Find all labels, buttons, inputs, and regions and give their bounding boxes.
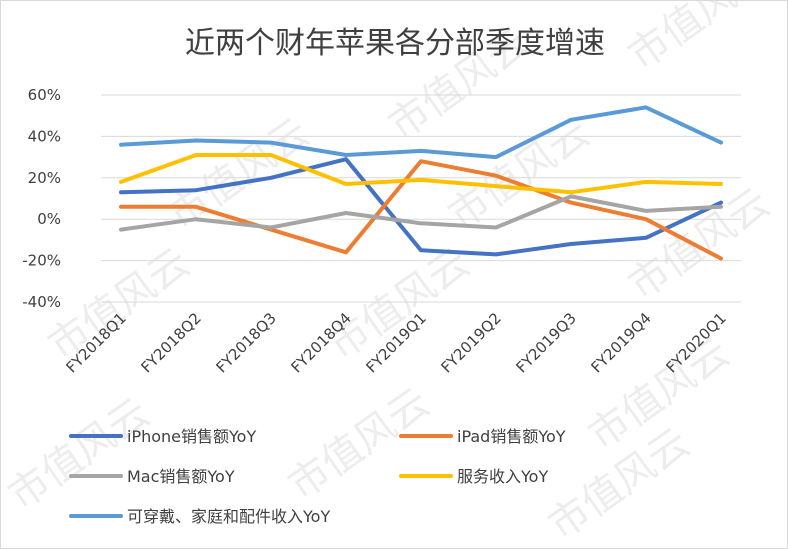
series-line — [119, 157, 723, 257]
legend-label: iPhone销售额YoY — [127, 427, 256, 446]
x-tick-label: FY2019Q4 — [587, 309, 654, 376]
x-tick-label: FY2018Q3 — [212, 309, 279, 376]
watermark-text: 市值风云 — [280, 380, 437, 509]
legend: iPhone销售额YoY iPad销售额YoY Mac销售额YoY 服务收入YoY 可穿… — [69, 427, 566, 526]
series-line — [119, 194, 723, 232]
x-tick-label: FY2018Q2 — [137, 309, 204, 376]
legend-label: 服务收入YoY — [457, 467, 548, 486]
y-tick-label: 40% — [28, 127, 61, 145]
y-tick-label: 0% — [37, 210, 61, 228]
series-line — [119, 105, 723, 160]
y-tick-label: 20% — [28, 169, 61, 187]
series-line — [119, 153, 723, 195]
watermark-text: 市值风云 — [620, 180, 777, 309]
series-lines — [119, 105, 723, 261]
watermark-text: 市值风云 — [1, 390, 158, 519]
y-tick-label: 60% — [28, 86, 61, 104]
watermark-text: 市值风云 — [620, 1, 777, 79]
x-tick-label: FY2019Q3 — [512, 309, 579, 376]
y-axis-ticks: 60% 40% 20% 0% -20% -40% — [22, 86, 61, 311]
legend-label: Mac销售额YoY — [127, 467, 235, 486]
x-tick-label: FY2019Q2 — [437, 309, 504, 376]
legend-label: 可穿戴、家庭和配件收入YoY — [127, 507, 330, 526]
y-tick-label: -20% — [22, 252, 61, 270]
y-tick-label: -40% — [22, 293, 61, 311]
legend-label: iPad销售额YoY — [457, 427, 566, 446]
series-line — [119, 159, 723, 261]
chart-title: 近两个财年苹果各分部季度增速 — [185, 26, 605, 61]
